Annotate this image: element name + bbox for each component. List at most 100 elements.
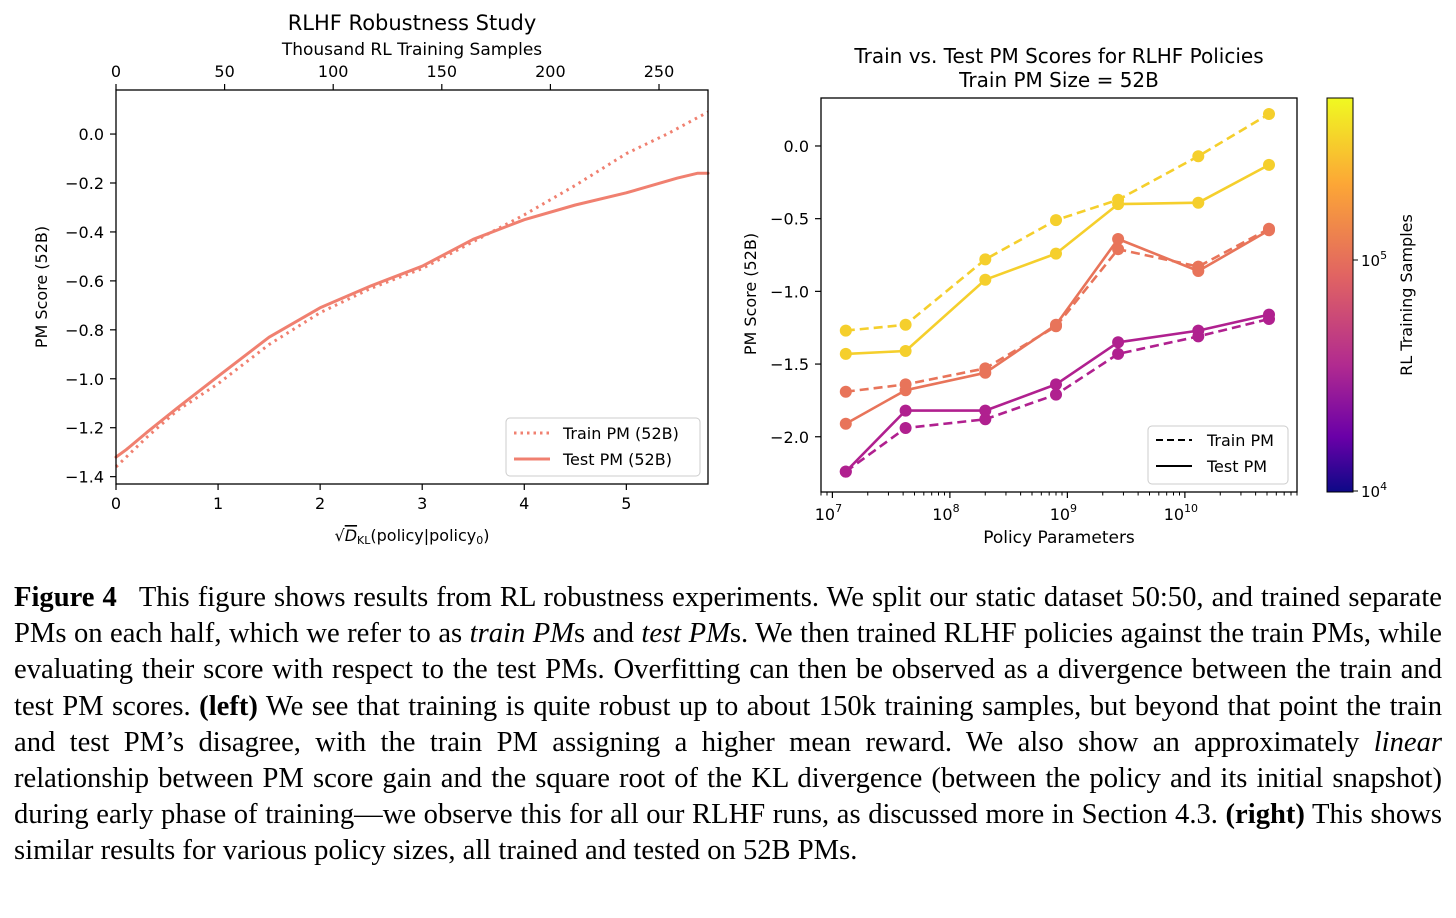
- right-point-yellow-test: [1050, 247, 1062, 260]
- right-point-magenta-train: [1050, 388, 1062, 401]
- colorbar: 105 104 RL Training Samples: [1326, 97, 1416, 501]
- right-x-tick-base: 10: [932, 505, 952, 524]
- figure-canvas: RLHF Robustness Study Thousand RL Traini…: [32, 11, 1416, 548]
- left-x-tick-label: 4: [519, 494, 529, 513]
- caption-em-train: train PM: [469, 618, 575, 650]
- right-point-magenta-test: [839, 465, 852, 478]
- right-point-yellow-test: [979, 273, 992, 286]
- right-point-yellow-test: [1192, 196, 1205, 209]
- left-x-tick-label: 3: [417, 494, 427, 513]
- right-x-tick-exp: 7: [835, 502, 842, 515]
- right-x-tick-base: 10: [1164, 505, 1184, 524]
- right-legend: Train PM Test PM: [1147, 425, 1289, 485]
- right-point-orange-train: [1112, 243, 1125, 256]
- left-y-tick-label: −0.2: [65, 174, 104, 193]
- left-legend-test-label: Test PM (52B): [562, 450, 672, 469]
- left-chart: RLHF Robustness Study Thousand RL Traini…: [32, 11, 710, 547]
- left-y-tick-label: −0.4: [65, 223, 104, 242]
- colorbar-gradient: [1326, 97, 1354, 493]
- left-legend-box: [505, 417, 701, 477]
- right-point-yellow-test: [839, 347, 852, 360]
- right-point-magenta-test: [1263, 308, 1275, 321]
- left-y-tick-label: −1.0: [65, 370, 104, 389]
- left-top-tick-label: 250: [644, 62, 675, 81]
- right-point-magenta-test: [1112, 336, 1125, 349]
- caption-bold-left: (left): [199, 690, 258, 722]
- right-point-orange-train: [839, 385, 852, 398]
- right-y-axis-label: PM Score (52B): [741, 233, 760, 355]
- left-series-line-test-pm: [114, 171, 710, 459]
- right-point-yellow-train: [979, 253, 992, 266]
- left-series-line-train-pm: [114, 110, 709, 468]
- right-y-tick-label: −1.5: [770, 355, 809, 374]
- left-x-tick-label: 2: [315, 494, 325, 513]
- figure-caption: Figure 4 This figure shows results from R…: [14, 580, 1442, 870]
- caption-label: Figure 4: [14, 582, 117, 613]
- right-point-yellow-test: [1263, 158, 1275, 171]
- left-x-tick-label: 0: [111, 494, 121, 513]
- caption-text-5: relationship between PM score gain and t…: [14, 763, 1442, 831]
- caption-text-6: This shows similar results for various p…: [14, 799, 1442, 867]
- right-x-tick-label: 107: [815, 502, 842, 524]
- left-x-tick-label: 1: [213, 494, 223, 513]
- right-point-yellow-train: [1192, 150, 1205, 163]
- left-chart-top-axis-label: Thousand RL Training Samples: [281, 40, 542, 60]
- right-point-orange-test: [1263, 224, 1275, 237]
- colorbar-1e4-base: 10: [1361, 483, 1380, 501]
- left-y-tick-label: −1.2: [65, 419, 104, 438]
- right-point-magenta-train: [899, 422, 912, 434]
- left-xlabel-d: D: [345, 526, 357, 545]
- right-point-magenta-test: [979, 404, 992, 417]
- left-xlabel-kl: KL: [357, 534, 371, 547]
- right-point-orange-test: [839, 417, 852, 430]
- right-x-ticks: 107 108 109 1010: [815, 492, 1298, 524]
- left-y-ticks: 0.0 −0.2 −0.4 −0.6 −0.8 −1.0 −1.2 −1.4: [65, 125, 116, 487]
- right-legend-test-label: Test PM: [1206, 457, 1267, 476]
- right-plot-frame: [820, 97, 1298, 493]
- right-x-tick-exp: 8: [953, 502, 960, 515]
- left-x-tick-label: 5: [621, 494, 631, 513]
- left-plot-frame: [115, 89, 709, 485]
- right-y-tick-label: −1.0: [770, 282, 809, 301]
- right-point-magenta-train: [979, 413, 992, 426]
- caption-em-linear: linear: [1373, 726, 1442, 758]
- right-series-lines: [839, 108, 1275, 478]
- right-point-yellow-test: [1112, 198, 1125, 211]
- caption-text-3: s. We then trained RLHF policies against…: [14, 618, 1442, 722]
- left-xlabel-sqrt: √: [335, 526, 346, 545]
- right-point-orange-test: [1112, 233, 1125, 245]
- right-y-tick-label: −0.5: [770, 210, 809, 229]
- right-x-tick-label: 109: [1050, 502, 1077, 524]
- right-chart-title: Train vs. Test PM Scores for RLHF Polici…: [853, 44, 1263, 68]
- right-point-magenta-test: [1050, 378, 1062, 391]
- caption-text-1: This figure shows results from RL robust…: [14, 582, 1443, 650]
- colorbar-1e5-exp: 5: [1380, 249, 1387, 262]
- caption-bold-right: (right): [1225, 799, 1305, 831]
- colorbar-1e5-base: 10: [1361, 252, 1380, 270]
- colorbar-1e4-exp: 4: [1380, 480, 1387, 493]
- colorbar-label: RL Training Samples: [1397, 214, 1416, 376]
- right-point-yellow-train: [1050, 214, 1062, 227]
- right-y-tick-label: −2.0: [770, 428, 809, 447]
- right-x-tick-exp: 10: [1184, 502, 1198, 515]
- left-xlabel-rest: (policy|policy: [370, 526, 476, 545]
- right-x-tick-label: 108: [932, 502, 959, 524]
- right-x-tick-exp: 9: [1070, 502, 1077, 515]
- right-point-magenta-test: [1192, 324, 1205, 337]
- left-top-tick-label: 150: [427, 62, 458, 81]
- right-x-tick-label: 1010: [1164, 502, 1198, 524]
- right-point-yellow-train: [899, 318, 912, 331]
- left-series-lines: [114, 110, 710, 468]
- right-y-tick-label: 0.0: [784, 137, 809, 156]
- left-top-tick-label: 50: [214, 62, 234, 81]
- caption-text-4: We see that training is quite robust up …: [14, 690, 1442, 758]
- right-x-tick-base: 10: [1050, 505, 1070, 524]
- left-y-tick-label: 0.0: [79, 125, 104, 144]
- right-x-tick-base: 10: [815, 505, 835, 524]
- left-chart-title: RLHF Robustness Study: [288, 11, 537, 35]
- left-y-tick-label: −0.8: [65, 321, 104, 340]
- left-top-ticks: 0 50 100 150 200 250: [111, 62, 674, 90]
- right-point-orange-test: [1050, 318, 1062, 331]
- left-x-axis-label: √DKL(policy|policy0): [335, 526, 490, 547]
- left-x-ticks: 0 1 2 3 4 5: [111, 484, 631, 513]
